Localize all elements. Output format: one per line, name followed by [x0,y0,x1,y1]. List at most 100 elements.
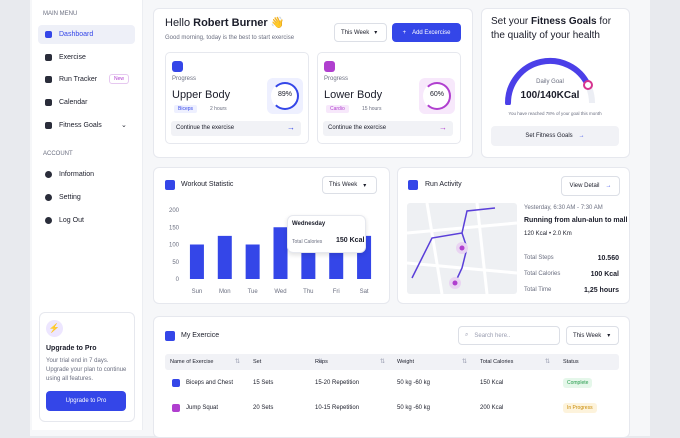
route [411,207,496,284]
caret: ▾ [374,30,378,36]
goals-note: You have reached 78% of your goal this m… [508,111,602,116]
continue-link[interactable]: Continue the exercise [328,125,387,131]
ring [423,82,451,110]
exercise-title: My Exercice [181,332,220,339]
cell: 50 kg -60 kg [397,405,431,411]
period: This Week [329,182,358,188]
menu-icon [45,217,52,224]
x-tick-label: Wed [274,289,286,295]
view-detail[interactable]: View Detail → [561,176,620,196]
menu-item[interactable]: Run Tracker [59,76,98,83]
upgrade-text: Your trial end in 7 days. Upgrade your p… [46,358,127,382]
upgrade-title: Upgrade to Pro [46,345,97,352]
workout-dropdown[interactable]: This Week ▾ [322,176,377,194]
continue-bar [323,121,453,136]
menu-item[interactable]: Setting [59,194,81,201]
cell: 20 Sets [253,405,274,411]
caret: ▾ [607,333,611,339]
gauge-value: 100/140KCal [520,90,580,101]
row-icon [172,404,180,412]
stat-value: 1,25 hours [583,287,619,294]
menu-item[interactable]: Information [59,171,95,178]
x-tick-label: Sun [192,289,203,295]
bar [273,227,288,279]
goals-button-label: Set Fitness Goals [525,133,573,139]
menu-icon [45,31,52,38]
table-dropdown[interactable]: This Week ▾ [566,326,619,345]
subtitle: Good morning, today is the best to start… [165,35,295,41]
tag: Cardio [326,105,349,113]
status: In Progress [563,403,597,413]
search-placeholder: Search here.. [474,332,511,339]
menu-icon [45,122,52,129]
workout-icon [165,180,175,190]
card-title: Upper Body [172,89,231,101]
column-header: Set [253,359,262,365]
card-label: Progress [324,76,349,82]
cell: 50 kg -60 kg [397,380,431,386]
goals-title: Set your Fitness Goals for the quality o… [491,15,621,43]
y-tick-label: 150 [169,225,180,231]
menu-item[interactable]: Exercise [59,54,86,61]
bar [245,244,260,279]
period-dropdown[interactable]: This Week ▾ [334,23,387,42]
menu-item[interactable]: Log Out [59,217,84,224]
run-summary: 120 Kcal • 2.0 Km [524,231,572,237]
menu-item[interactable]: Dashboard [59,31,94,38]
column-header: Reps [315,359,328,365]
section-label: MAIN MENU [43,11,78,17]
active-bg [38,25,135,44]
goals-bold: Fitness Goals [531,16,597,27]
x-tick-label: Thu [303,289,313,295]
column-header: Name of Exercise [170,359,214,365]
card-icon [324,61,335,72]
chevron: ⌄ [121,122,127,129]
card-title: Lower Body [324,89,383,101]
cell: 10-15 Repetition [315,405,360,411]
sort-icon: ⇅ [462,359,468,365]
period: This Week [341,29,370,36]
sort-icon: ⇅ [380,359,386,365]
percent: 89% [277,91,292,98]
goals-button[interactable]: Set Fitness Goals → [491,126,619,146]
period: This Week [573,332,602,339]
menu-icon [45,194,52,201]
add-button[interactable]: + Add Excercise [392,23,461,42]
badge: New [109,74,130,84]
bar [217,235,232,279]
workout-title: Workout Statistic [181,181,234,188]
sort-icon: ⇅ [318,359,324,365]
tooltip-value: 150 Kcal [336,237,365,244]
menu-icon [45,76,52,83]
menu-item[interactable]: Calendar [59,99,88,106]
run-icon [408,180,418,190]
map [407,203,517,294]
tooltip-label: Total Calories [292,239,323,245]
y-tick-label: 200 [169,208,180,214]
start [459,245,465,251]
gauge-label: Daily Goal [536,79,564,85]
ring [271,82,299,110]
duration: 2 hours [210,106,227,112]
tooltip-day: Wednesday [292,221,326,227]
x-tick-label: Mon [219,289,231,295]
stat-value: 10.560 [597,255,619,262]
x-tick-label: Tue [248,289,259,295]
cell: Biceps and Chest [186,380,234,386]
sort-icon: ⇅ [235,359,241,365]
continue-bar [171,121,301,136]
continue-link[interactable]: Continue the exercise [176,125,235,131]
run-time: Yesterday, 6:30 AM - 7:30 AM [524,205,603,211]
section-label: ACCOUNT [43,151,73,157]
upgrade-button[interactable]: Upgrade to Pro [46,391,126,411]
plus: + [402,29,407,36]
search[interactable]: ⌕ Search here.. [458,326,560,345]
bar-chart: 0 50 100 150 200 Sun Mon Tue Wed Thu Fri Sat [169,208,372,295]
add-label: Add Excercise [412,29,451,36]
x-tick-label: Fri [333,289,340,295]
table-header [165,354,619,370]
exercise-icon [165,331,175,341]
cell: 150 Kcal [480,380,504,386]
menu-item[interactable]: Fitness Goals [59,122,102,129]
